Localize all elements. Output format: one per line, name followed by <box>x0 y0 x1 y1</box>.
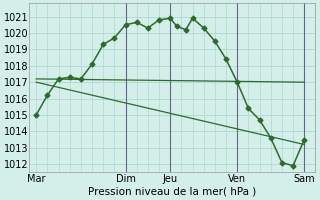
X-axis label: Pression niveau de la mer( hPa ): Pression niveau de la mer( hPa ) <box>88 187 257 197</box>
